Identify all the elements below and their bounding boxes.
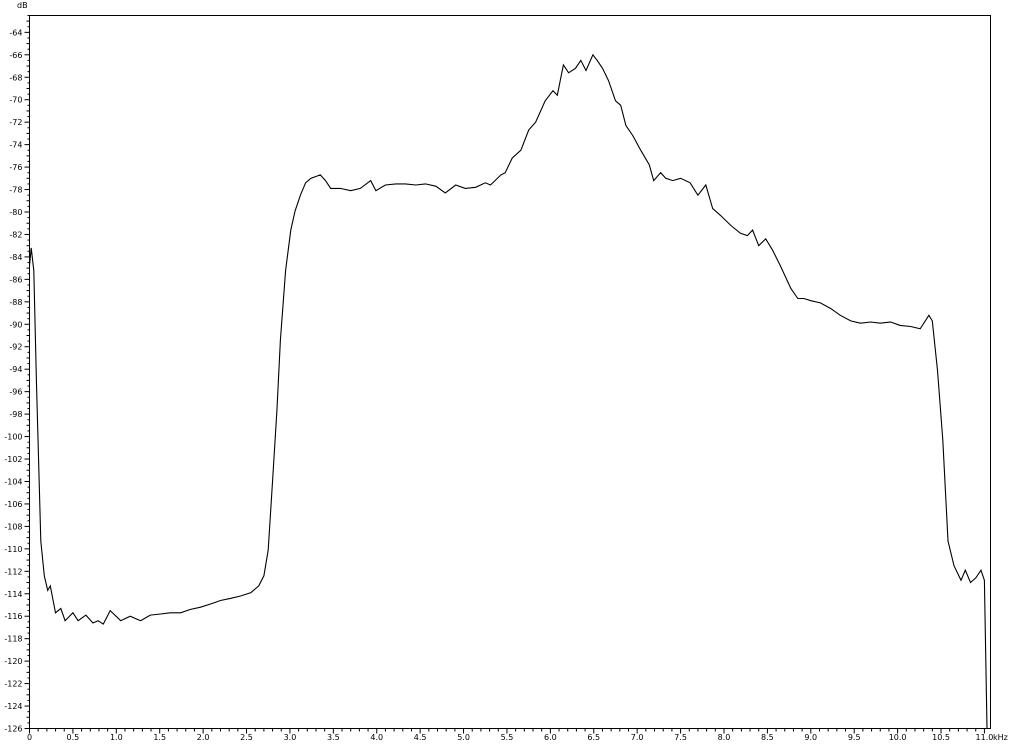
y-tick-label: -82 [9, 230, 22, 239]
x-tick-label: 6.0 [544, 733, 557, 742]
y-tick-label: -88 [9, 298, 22, 307]
x-tick-label: 7.0 [631, 733, 644, 742]
x-tick-label: 8.0 [718, 733, 731, 742]
y-tick-label: -114 [4, 590, 22, 599]
y-tick-label: -90 [9, 320, 22, 329]
y-tick-label: -70 [9, 96, 22, 105]
x-tick-label: 7.5 [674, 733, 687, 742]
y-tick-label: -102 [4, 455, 22, 464]
x-tick-label: 0.5 [67, 733, 80, 742]
y-tick-label: -64 [9, 28, 22, 37]
x-tick-label: 9.0 [804, 733, 817, 742]
x-axis: 0 0.5 1.0 1.5 2.0 2.5 3.0 3.5 4.0 4.5 5.0 5.5 6.0 6.5… [27, 728, 994, 742]
y-tick-label: -68 [9, 73, 22, 82]
y-tick-label: -78 [9, 186, 22, 195]
y-tick-label: -112 [4, 567, 22, 576]
y-tick-label: -86 [9, 275, 22, 284]
y-tick-label: -120 [4, 657, 22, 666]
y-tick-label: -80 [9, 208, 22, 217]
y-tick-label: -74 [9, 141, 22, 150]
x-tick-label: 2.5 [240, 733, 253, 742]
x-tick-label: 3.5 [327, 733, 340, 742]
y-tick-label: -84 [9, 253, 22, 262]
y-tick-label: -104 [4, 477, 22, 486]
x-tick-label: 6.5 [587, 733, 600, 742]
y-tick-label: -66 [9, 51, 22, 60]
x-tick-label: 5.0 [457, 733, 470, 742]
x-axis-label: kHz [993, 733, 1008, 742]
y-tick-label: -116 [4, 612, 22, 621]
x-tick-label: 1.0 [110, 733, 123, 742]
y-tick-label: -126 [4, 725, 22, 734]
y-tick-label: -124 [4, 702, 22, 711]
y-tick-label: -110 [4, 545, 22, 554]
y-tick-label: -108 [4, 522, 22, 531]
y-axis-label: dB [17, 1, 28, 10]
y-tick-label: -118 [4, 635, 22, 644]
y-tick-label: -92 [9, 343, 22, 352]
plot-frame [29, 15, 991, 729]
x-tick-label: 10.0 [889, 733, 907, 742]
y-tick-label: -122 [4, 680, 22, 689]
x-tick-label: 9.5 [848, 733, 861, 742]
x-tick-label: 1.5 [153, 733, 166, 742]
y-tick-label: -72 [9, 118, 22, 127]
y-axis: -64 -66 -68 -70 -72 -74 -76 -78 -80 -82 -84 -86 -88 -… [4, 15, 30, 734]
spectrum-line [28, 53, 988, 729]
x-tick-label: 10.5 [932, 733, 950, 742]
x-tick-label: 11.0 [976, 733, 994, 742]
x-tick-label: 4.5 [414, 733, 427, 742]
x-tick-label: 2.0 [197, 733, 210, 742]
x-tick-label: 5.5 [501, 733, 514, 742]
y-tick-label: -98 [9, 410, 22, 419]
x-tick-label: 4.0 [370, 733, 383, 742]
x-tick-label: 0 [27, 733, 32, 742]
y-tick-label: -94 [9, 365, 22, 374]
y-tick-label: -106 [4, 500, 22, 509]
x-tick-label: 3.0 [284, 733, 297, 742]
x-tick-label: 8.5 [761, 733, 774, 742]
y-tick-label: -100 [4, 433, 22, 442]
y-tick-label: -96 [9, 388, 22, 397]
y-tick-label: -76 [9, 163, 22, 172]
